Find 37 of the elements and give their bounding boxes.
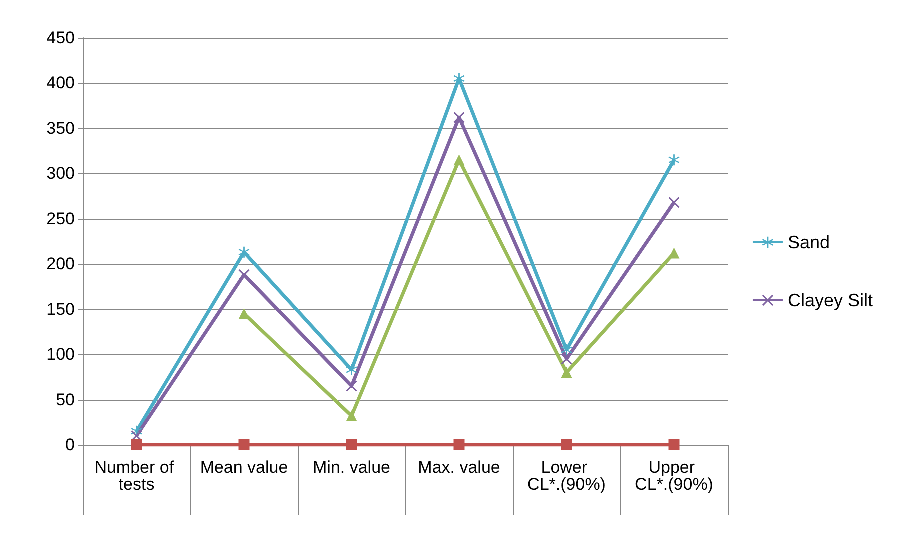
point	[668, 440, 680, 450]
y-tick-label: 250	[46, 209, 75, 228]
point	[131, 440, 142, 450]
point	[454, 73, 465, 84]
point	[238, 269, 250, 280]
x-tick-label: Min. value	[313, 458, 390, 477]
y-tick-label: 200	[46, 254, 75, 274]
legend-label: Sand	[788, 232, 830, 252]
point	[346, 364, 358, 376]
legend-label: Clayey Silt	[788, 290, 874, 310]
point	[454, 112, 465, 124]
point	[561, 344, 572, 356]
y-tick-label: 0	[66, 436, 75, 454]
point	[346, 380, 358, 392]
y-tick-label: 350	[46, 118, 75, 138]
point	[454, 440, 465, 450]
y-tick-label: 300	[46, 164, 75, 184]
point	[454, 154, 465, 166]
point	[561, 440, 572, 450]
x-tick-label: Max. value	[418, 458, 500, 477]
x-tick-label: Number of tests	[94, 458, 179, 494]
point	[668, 197, 680, 208]
x-tick-label: Mean value	[200, 458, 288, 477]
point	[346, 410, 358, 422]
y-tick-label: 450	[46, 28, 75, 48]
x-tick-label: Lower CL*.(90%)	[528, 458, 606, 494]
point	[561, 367, 572, 378]
point	[238, 440, 250, 450]
x-tick-label: Upper CL*.(90%)	[635, 458, 714, 494]
point	[346, 440, 358, 450]
point	[561, 354, 572, 365]
point	[238, 246, 250, 258]
y-tick-label: 100	[46, 345, 75, 364]
y-tick-label: 400	[46, 74, 75, 93]
y-tick-label: 50	[56, 390, 75, 410]
y-tick-label: 150	[46, 300, 75, 319]
point	[668, 154, 680, 166]
